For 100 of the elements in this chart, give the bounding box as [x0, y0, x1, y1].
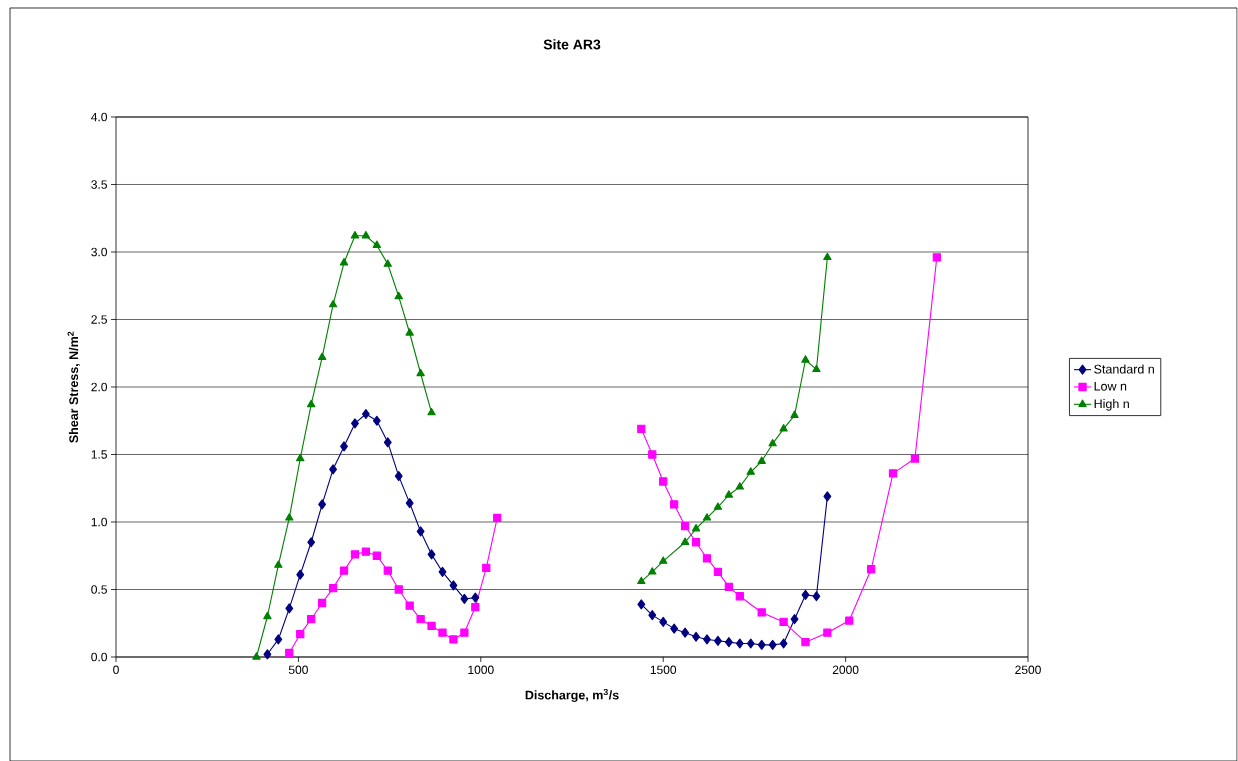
point: [779, 638, 788, 649]
point: [274, 560, 283, 568]
point: [361, 408, 370, 420]
point: [307, 537, 316, 548]
point: [427, 407, 436, 416]
point: [714, 635, 722, 646]
point: [285, 603, 294, 614]
point: [768, 639, 777, 650]
point: [702, 513, 712, 521]
point: [416, 526, 425, 537]
point: [361, 231, 371, 239]
point: [318, 499, 327, 510]
point: [702, 554, 712, 563]
point: [296, 453, 305, 462]
point: [670, 623, 679, 634]
point: [659, 616, 668, 627]
point: [339, 258, 349, 266]
point: [823, 252, 832, 261]
y-tick-label: 4.0: [91, 112, 108, 122]
y-axis-title: Shear Stress, N/m$^{2}$: [67, 331, 80, 443]
y-tick-label: 1.5: [91, 450, 107, 459]
point: [394, 585, 403, 594]
point: [910, 454, 920, 463]
point: [339, 566, 349, 575]
x-tick-label: 1000: [468, 665, 494, 675]
point: [274, 634, 283, 645]
point: [746, 467, 755, 475]
point: [351, 418, 359, 429]
point: [394, 471, 403, 482]
point: [285, 648, 294, 658]
point: [670, 500, 679, 509]
point: [932, 253, 941, 262]
x-axis-title: Discharge, m$^{3}$/s: [525, 688, 619, 703]
point: [790, 614, 799, 625]
point: [285, 513, 294, 521]
point: [383, 259, 392, 267]
x-tick-label: 500: [288, 665, 308, 675]
point: [372, 240, 382, 248]
point: [372, 551, 381, 560]
point: [757, 608, 766, 617]
legend-label: High n: [1094, 399, 1129, 411]
point: [724, 637, 733, 648]
point: [493, 513, 502, 523]
point: [307, 615, 316, 624]
point: [659, 556, 668, 564]
point: [405, 328, 414, 336]
point: [757, 639, 766, 650]
point: [735, 638, 744, 649]
point: [416, 615, 425, 624]
point: [692, 631, 700, 642]
point: [361, 547, 371, 556]
x-tick-label: 2500: [1015, 665, 1041, 675]
point: [296, 569, 305, 580]
point: [648, 610, 657, 621]
y-tick-label: 2.5: [91, 315, 107, 324]
point: [801, 355, 810, 363]
point: [637, 424, 646, 433]
chart-title: Site AR3: [543, 39, 601, 50]
point: [460, 628, 469, 637]
point: [252, 652, 261, 660]
point: [823, 628, 832, 637]
point: [801, 638, 810, 647]
point: [637, 576, 646, 585]
point: [350, 550, 360, 559]
point: [405, 601, 414, 610]
point: [637, 599, 646, 610]
legend-label: Standard n: [1094, 364, 1154, 374]
point: [471, 602, 480, 612]
point: [703, 634, 711, 645]
point: [659, 477, 668, 486]
point: [867, 565, 876, 574]
point: [317, 598, 327, 608]
point: [691, 538, 701, 547]
y-tick-label: 1.0: [91, 517, 108, 527]
point: [438, 566, 447, 577]
point: [790, 410, 799, 418]
y-tick-label: 3.0: [91, 247, 108, 257]
point: [779, 617, 788, 627]
point: [812, 364, 821, 373]
y-tick-label: 0.5: [91, 585, 107, 594]
point: [263, 611, 272, 620]
point: [427, 549, 436, 560]
point: [306, 399, 316, 408]
x-tick-label: 0: [113, 665, 119, 675]
point: [405, 498, 414, 509]
point: [350, 231, 360, 239]
point: [713, 502, 723, 510]
point: [735, 592, 744, 601]
point: [779, 424, 788, 432]
point: [416, 368, 425, 377]
point: [317, 352, 327, 360]
point: [735, 482, 745, 490]
point: [681, 627, 690, 638]
point: [691, 524, 701, 532]
point: [845, 616, 854, 625]
point: [394, 291, 403, 300]
point: [648, 567, 657, 575]
point: [724, 490, 734, 498]
point: [746, 638, 755, 649]
point: [340, 441, 348, 452]
